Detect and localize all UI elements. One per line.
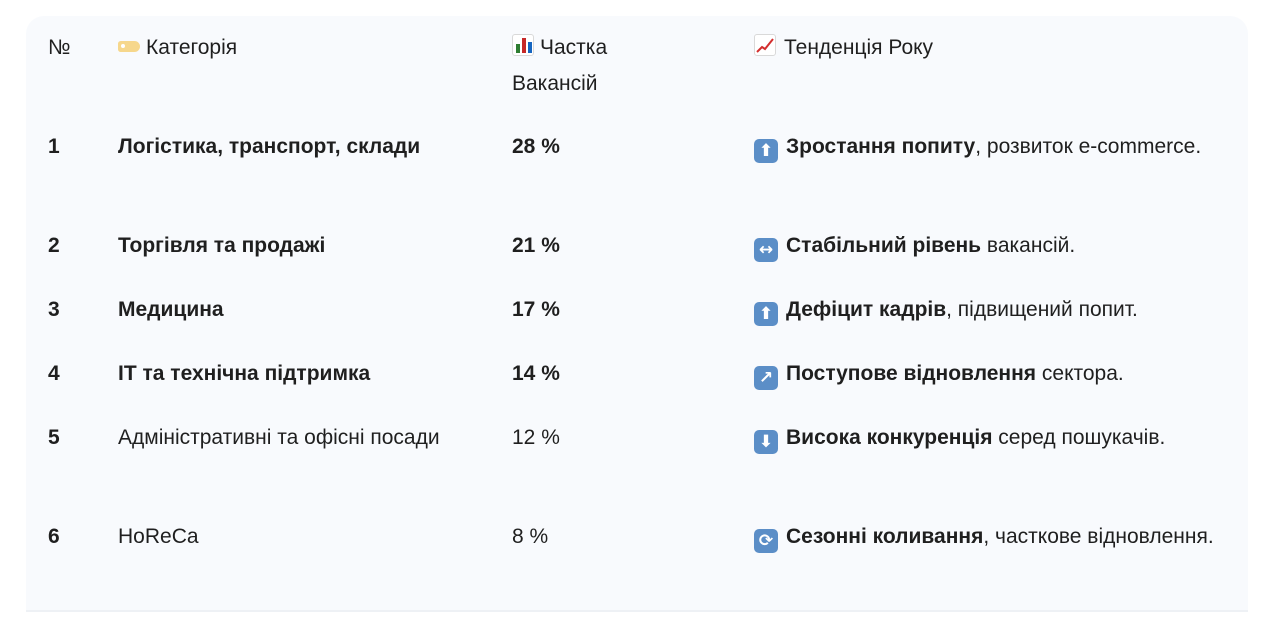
header-trend-label: Тенденція Року	[784, 36, 934, 59]
up-arrow-icon: ⬆	[754, 139, 778, 163]
row-4-number: 4	[48, 362, 60, 385]
row-4-trend: ↗ Поступове відновлення сектора.	[754, 356, 1224, 392]
row-3-share: 17 %	[512, 298, 560, 321]
row-3-category: Медицина	[118, 298, 224, 321]
row-5-trend-rest: серед пошукачів.	[992, 426, 1166, 449]
row-6-category: HoReCa	[118, 525, 199, 548]
row-6-share: 8 %	[512, 525, 549, 548]
row-5-trend-bold: Висока конкуренція	[786, 426, 993, 449]
row-5-category: Адміністративні та офісні посади	[118, 426, 440, 449]
row-3-trend-bold: Дефіцит кадрів	[786, 298, 947, 321]
row-3-trend: ⬆ Дефіцит кадрів, підвищений попит.	[754, 292, 1224, 328]
header-share: Частка Вакансій	[512, 30, 662, 102]
label-tag-icon	[118, 41, 140, 52]
table-card	[26, 16, 1248, 610]
row-6-trend-bold: Сезонні коливання	[786, 525, 984, 548]
row-1-number: 1	[48, 135, 60, 158]
row-4-share: 14 %	[512, 362, 560, 385]
row-3-trend-rest: , підвищений попит.	[946, 298, 1138, 321]
header-trend: Тенденція Року	[754, 30, 1224, 66]
header-category: Категорія	[118, 30, 458, 66]
row-2-trend-rest: вакансій.	[981, 234, 1076, 257]
header-share-label: Частка Вакансій	[512, 36, 608, 95]
row-5-trend: ⬇ Висока конкуренція серед пошукачів.	[754, 420, 1224, 456]
table-bottom-divider	[26, 610, 1248, 612]
row-1-category: Логістика, транспорт, склади	[118, 135, 421, 158]
up-arrow-icon: ⬆	[754, 302, 778, 326]
row-5-number: 5	[48, 426, 60, 449]
row-6-trend: ⟳ Сезонні коливання, часткове відновлення…	[754, 519, 1224, 555]
row-1-trend: ⬆ Зростання попиту, розвиток e-commerce.	[754, 129, 1224, 165]
up-right-arrow-icon: ↗	[754, 366, 778, 390]
row-2-trend: ↔ Стабільний рівень вакансій.	[754, 228, 1224, 264]
row-1-trend-rest: , розвиток e-commerce.	[975, 135, 1202, 158]
row-4-category: ІТ та технічна підтримка	[118, 362, 371, 385]
row-4-trend-bold: Поступове відновлення	[786, 362, 1037, 385]
row-2-number: 2	[48, 234, 60, 257]
row-1-trend-bold: Зростання попиту	[786, 135, 976, 158]
row-5-share: 12 %	[512, 426, 560, 449]
row-4-trend-rest: сектора.	[1036, 362, 1124, 385]
row-3-number: 3	[48, 298, 60, 321]
chart-increasing-icon	[754, 34, 776, 56]
bar-chart-icon	[512, 34, 534, 56]
row-2-trend-bold: Стабільний рівень	[786, 234, 982, 257]
refresh-icon: ⟳	[754, 529, 778, 553]
row-6-trend-rest: , часткове відновлення.	[983, 525, 1214, 548]
left-right-arrow-icon: ↔	[754, 238, 778, 262]
row-6-number: 6	[48, 525, 60, 548]
header-number: №	[48, 36, 71, 59]
row-1-share: 28 %	[512, 135, 560, 158]
row-2-share: 21 %	[512, 234, 560, 257]
down-arrow-icon: ⬇	[754, 430, 778, 454]
header-category-label: Категорія	[146, 36, 238, 59]
row-2-category: Торгівля та продажі	[118, 234, 326, 257]
